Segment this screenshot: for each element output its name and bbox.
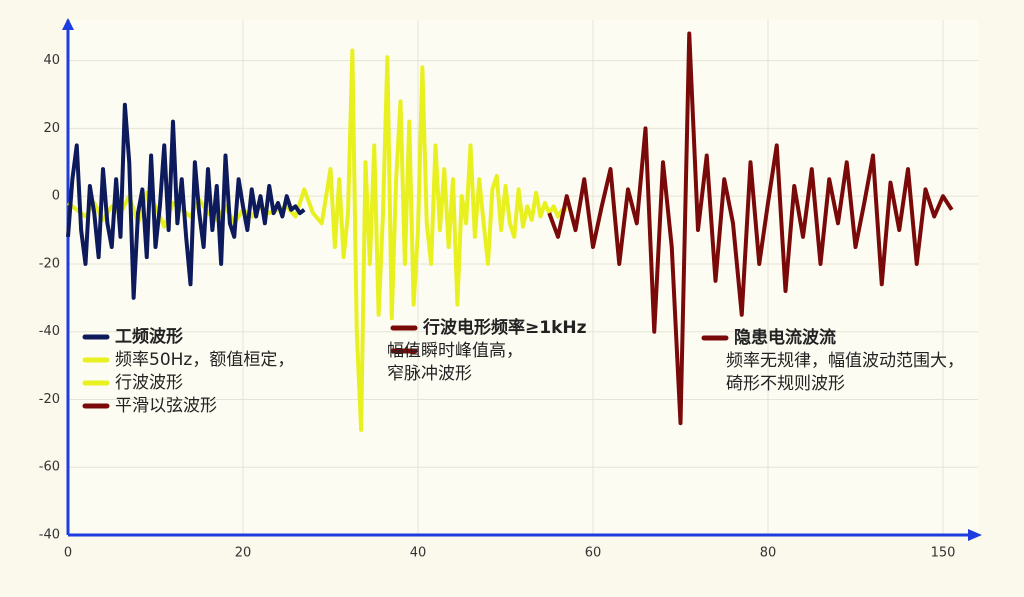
annotation-text: 平滑以弦波形 [115, 396, 217, 416]
plot-area [68, 20, 978, 535]
annotation-text: 幅值瞬时峰值高， [387, 341, 523, 361]
series-line [547, 31, 954, 426]
annotation-text: 窄脉冲波形 [387, 364, 472, 384]
y-tick-label: 20 [43, 121, 60, 136]
x-tick-label: 60 [585, 546, 602, 561]
series-line [66, 102, 306, 300]
annotation-text: 行波电形频率≥1kHz [422, 317, 587, 338]
annotation-text: 工频波形 [115, 326, 183, 347]
annotation-text: 频率50Hz，额值桓定， [115, 350, 294, 370]
annotation-text: 频率无规律，幅值波动范围大， [726, 351, 964, 371]
y-tick-label: 0 [52, 189, 60, 204]
y-tick-label: -60 [39, 460, 60, 475]
x-tick-label: 20 [235, 546, 252, 561]
series-line [66, 48, 567, 432]
x-tick-label: 150 [931, 546, 956, 561]
annotation-text: 行波波形 [115, 373, 183, 393]
annotation-text: 隐患电流波流 [734, 327, 836, 348]
x-tick-label: 40 [410, 546, 427, 561]
y-tick-label: -40 [39, 324, 60, 339]
annotation-text: 碕形不规则波形 [726, 374, 845, 394]
y-axis-arrow [62, 18, 74, 30]
x-axis-arrow [968, 529, 982, 541]
x-tick-label: 0 [64, 546, 72, 561]
x-tick-label: 80 [760, 546, 777, 561]
y-tick-label: -40 [39, 528, 60, 543]
y-tick-label: -20 [39, 256, 60, 271]
y-tick-label: -20 [39, 392, 60, 407]
y-tick-label: 40 [43, 53, 60, 68]
